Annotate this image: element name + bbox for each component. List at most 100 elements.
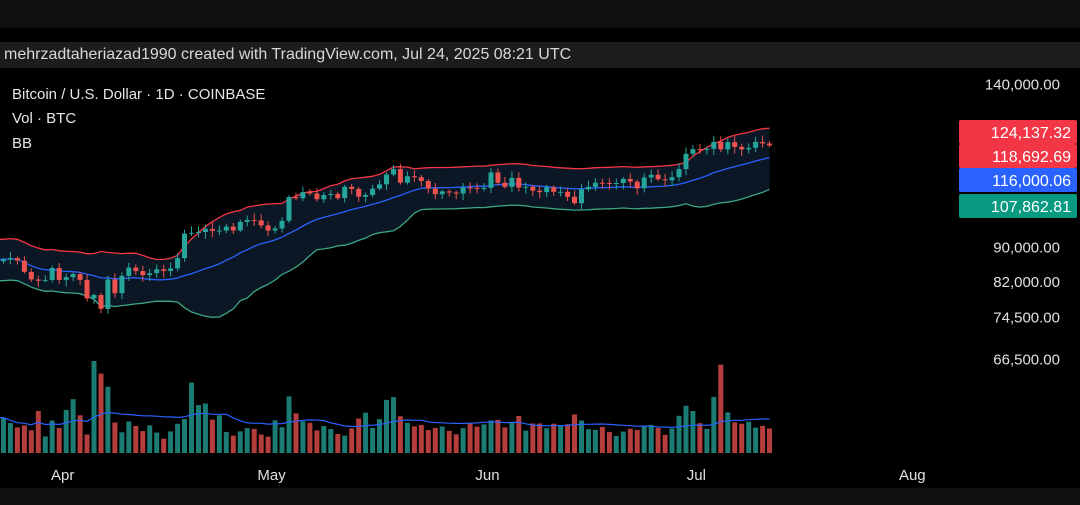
candle-body bbox=[209, 228, 215, 231]
candle bbox=[516, 172, 522, 192]
candle-body bbox=[161, 269, 167, 271]
volume-bar bbox=[1, 417, 6, 453]
candle bbox=[753, 136, 759, 153]
volume-bar bbox=[126, 421, 132, 453]
candle-body bbox=[223, 226, 229, 231]
bottom-bar bbox=[0, 488, 1080, 505]
candle-body bbox=[732, 142, 738, 147]
bollinger-bands-legend[interactable]: BB bbox=[12, 135, 33, 152]
candle-body bbox=[509, 177, 515, 187]
candle bbox=[293, 192, 299, 201]
candle bbox=[28, 268, 34, 282]
candle bbox=[154, 264, 160, 278]
candle-body bbox=[523, 186, 529, 188]
candle-body bbox=[488, 172, 494, 188]
volume-bar bbox=[523, 430, 529, 453]
candle-body bbox=[683, 153, 689, 170]
candle bbox=[105, 275, 111, 314]
candle bbox=[112, 273, 118, 298]
volume-bar bbox=[363, 412, 369, 453]
candle bbox=[620, 177, 626, 190]
volume-bars bbox=[1, 361, 772, 453]
candle bbox=[258, 214, 264, 229]
volume-bar bbox=[349, 428, 355, 453]
price-badges: 124,137.32 118,692.69 116,000.06 107,862.81 bbox=[959, 120, 1077, 218]
candle bbox=[711, 135, 717, 156]
candle-body bbox=[21, 260, 27, 272]
creator-credit: mehrzadtaheriazad1990 created with Tradi… bbox=[4, 46, 572, 63]
bollinger-lower-line bbox=[0, 188, 770, 318]
volume-bar bbox=[154, 432, 160, 453]
candle-body bbox=[7, 258, 13, 260]
volume-bar bbox=[460, 428, 466, 453]
candle bbox=[370, 184, 376, 198]
candle bbox=[251, 213, 257, 226]
time-axis-tick: Apr bbox=[51, 467, 74, 484]
candle bbox=[732, 136, 738, 154]
candle bbox=[683, 147, 689, 176]
price-badge-bb-lower: 107,862.81 bbox=[959, 194, 1077, 218]
candle bbox=[307, 189, 313, 196]
candle bbox=[760, 135, 766, 148]
candle-body bbox=[662, 179, 668, 181]
volume-bar bbox=[453, 434, 459, 453]
candle bbox=[286, 195, 292, 223]
volume-bar bbox=[739, 423, 745, 453]
candle bbox=[321, 192, 327, 204]
candle bbox=[446, 189, 452, 197]
volume-bar bbox=[251, 428, 257, 453]
candle-body bbox=[279, 220, 285, 229]
candle bbox=[202, 224, 208, 239]
candle-body bbox=[286, 197, 292, 221]
candle bbox=[377, 179, 382, 191]
volume-bar bbox=[411, 426, 417, 453]
volume-bar bbox=[21, 425, 27, 453]
candle-body bbox=[544, 187, 550, 193]
candle bbox=[453, 190, 459, 200]
symbol-legend[interactable]: Bitcoin / U.S. Dollar · 1D · COINBASE bbox=[12, 86, 266, 103]
candle-body bbox=[300, 192, 306, 199]
volume-bar bbox=[586, 429, 591, 453]
candle bbox=[175, 253, 181, 272]
candle bbox=[586, 180, 591, 192]
volume-bar bbox=[467, 423, 473, 453]
candle-body bbox=[704, 148, 710, 150]
candle bbox=[77, 271, 83, 285]
candle-body bbox=[377, 184, 382, 189]
candle bbox=[613, 178, 619, 190]
candle-body bbox=[230, 226, 236, 231]
volume-bar bbox=[572, 414, 577, 453]
candle-body bbox=[565, 191, 571, 197]
candle bbox=[718, 136, 724, 152]
volume-bar bbox=[230, 435, 236, 453]
time-axis[interactable]: Apr May Jun Jul Aug bbox=[51, 467, 926, 484]
candle-body bbox=[502, 182, 508, 187]
volume-bar bbox=[474, 426, 480, 453]
candle-body bbox=[147, 273, 153, 276]
volume-legend[interactable]: Vol · BTC bbox=[12, 110, 77, 127]
price-badge-label: 107,862.81 bbox=[991, 199, 1071, 216]
candle-body bbox=[70, 274, 76, 278]
candle bbox=[314, 188, 320, 202]
candle-body bbox=[91, 295, 97, 299]
candle bbox=[697, 143, 703, 154]
candle bbox=[70, 272, 76, 281]
candle bbox=[391, 165, 396, 177]
volume-bar bbox=[244, 428, 250, 453]
volume-bar bbox=[495, 419, 501, 453]
candle bbox=[279, 217, 285, 233]
time-axis-tick: Jul bbox=[687, 467, 706, 484]
candle-body bbox=[411, 176, 417, 178]
volume-bar bbox=[760, 425, 766, 453]
candle-body bbox=[418, 177, 424, 181]
volume-bar bbox=[683, 405, 689, 453]
candle bbox=[739, 143, 745, 156]
candle bbox=[425, 179, 431, 194]
candle-body bbox=[293, 197, 299, 199]
candle-body bbox=[349, 186, 355, 189]
time-axis-tick: May bbox=[257, 467, 286, 484]
bollinger-band-fill bbox=[0, 128, 770, 318]
volume-bar bbox=[446, 430, 452, 453]
candle bbox=[168, 262, 174, 277]
